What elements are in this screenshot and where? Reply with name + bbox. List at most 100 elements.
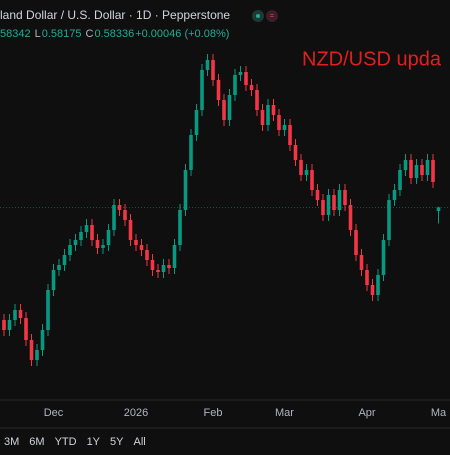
candle-body <box>211 60 215 80</box>
status-dot <box>256 14 260 18</box>
candle-body <box>2 320 6 330</box>
candle-body <box>183 170 188 210</box>
candle-body <box>398 170 402 190</box>
candle-body <box>310 170 314 190</box>
range-button[interactable]: 3M <box>4 436 19 448</box>
candle-body <box>40 330 45 350</box>
candle-body <box>24 318 28 340</box>
annotation: NZD/USD upda <box>302 48 442 70</box>
candle-body <box>216 80 221 100</box>
candle-body <box>29 340 34 360</box>
candle-body <box>189 135 193 170</box>
range-button[interactable]: 1Y <box>87 436 101 448</box>
candle-body <box>326 195 331 215</box>
candle-body <box>420 165 424 175</box>
candle-body <box>101 245 105 248</box>
x-tick-label: 2026 <box>124 407 148 419</box>
ohlc-part: 0.58336 <box>94 28 134 40</box>
candle-body <box>233 75 237 95</box>
candle-body <box>172 245 177 268</box>
candle-body <box>354 230 358 255</box>
candle-body <box>266 105 270 125</box>
candle-body <box>348 205 353 230</box>
alert-icon <box>266 10 278 22</box>
plot: Dec 2026 Feb Mar Apr Ma <box>0 54 450 419</box>
candle-body <box>409 160 413 178</box>
candle-body <box>46 290 50 330</box>
candle-body <box>117 205 122 210</box>
x-tick-label: Ma <box>431 407 447 419</box>
candle-body <box>150 260 155 270</box>
candle-body <box>205 60 210 70</box>
candle-body <box>238 72 243 75</box>
candle-body <box>227 95 232 120</box>
candle-body <box>365 270 369 285</box>
candle-body <box>57 265 61 270</box>
candle-body <box>145 250 149 260</box>
candle-body <box>84 225 89 232</box>
candle-body <box>288 125 292 145</box>
candle-body <box>139 245 144 250</box>
candle-body <box>436 207 441 211</box>
candle-body <box>18 310 23 318</box>
ohlc-part: L <box>35 28 41 40</box>
candle-body <box>7 320 12 330</box>
candle-body <box>62 255 67 265</box>
candle-body <box>260 110 265 125</box>
candle-body <box>392 190 397 200</box>
candle-body <box>200 70 204 110</box>
candle-body <box>431 160 435 182</box>
ohlc-part: +0.00046 (+0.08%) <box>135 28 229 40</box>
ohlc-part: C <box>85 28 93 40</box>
candle-body <box>414 165 419 178</box>
candle-body <box>123 210 127 220</box>
candle-body <box>51 270 56 290</box>
candle-body <box>359 255 364 270</box>
candle-body <box>106 230 111 245</box>
candle-body <box>425 160 430 175</box>
candle-body <box>299 160 303 175</box>
range-button[interactable]: YTD <box>55 436 77 448</box>
candle-body <box>194 110 199 135</box>
candle-body <box>13 310 17 320</box>
candle-body <box>293 145 298 160</box>
candle-body <box>128 220 133 240</box>
candle-body <box>90 225 94 240</box>
candle-body <box>343 190 347 205</box>
candle-body <box>161 265 166 272</box>
candle-body <box>222 100 226 120</box>
ohlc-part: 0.58175 <box>42 28 82 40</box>
candle-body <box>277 115 281 130</box>
candle-body <box>376 275 380 295</box>
candle-body <box>167 265 171 268</box>
candle-body <box>68 245 72 255</box>
candle-body <box>255 90 259 110</box>
candle-body <box>332 195 336 210</box>
x-tick-label: Feb <box>204 407 223 419</box>
candle-body <box>249 85 254 90</box>
range-button[interactable]: 5Y <box>110 436 124 448</box>
candle-body <box>156 270 160 272</box>
candle-body <box>403 160 408 170</box>
ohlc-text: 58342 L0.58175 C0.58336+0.00046 (+0.08%) <box>0 28 229 40</box>
candle-body <box>370 285 375 295</box>
candle-body <box>79 232 83 240</box>
ohlc-readout: 58342 L0.58175 C0.58336+0.00046 (+0.08%) <box>0 28 229 40</box>
candle-body <box>282 125 287 130</box>
ohlc-part: 58342 <box>0 28 31 40</box>
candle-body <box>244 72 248 85</box>
candle-body <box>134 240 138 245</box>
x-tick-label: Mar <box>275 407 294 419</box>
range-buttons: 3M 6M YTD 1Y 5Y All <box>4 436 146 448</box>
candle-body <box>321 200 325 215</box>
candle-body <box>178 210 182 245</box>
candle-body <box>73 240 78 245</box>
candle-body <box>337 190 342 210</box>
candle-body <box>387 200 391 240</box>
candle-body <box>95 240 100 248</box>
candle-body <box>112 205 116 230</box>
range-button[interactable]: 6M <box>29 436 44 448</box>
range-button[interactable]: All <box>134 436 146 448</box>
